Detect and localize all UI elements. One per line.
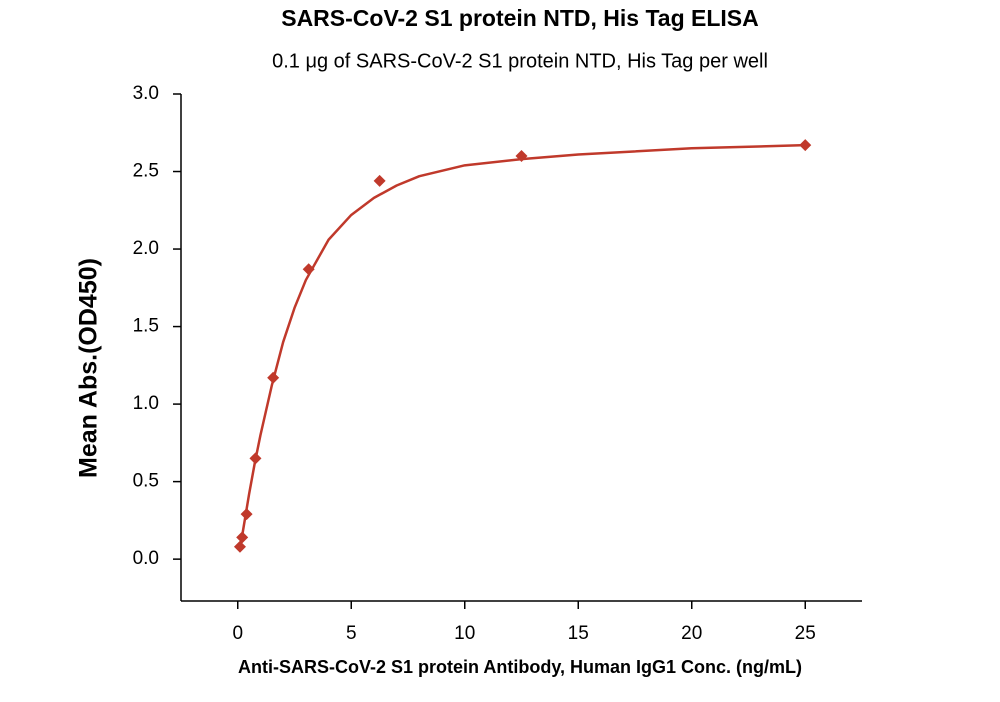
data-point — [799, 139, 812, 152]
data-point — [373, 174, 386, 187]
data-point — [240, 508, 253, 521]
y-tick-label: 2.5 — [133, 161, 159, 182]
x-tick-label: 0 — [232, 623, 243, 644]
x-tick-label: 10 — [454, 623, 475, 644]
x-tick-label: 5 — [346, 623, 357, 644]
data-point — [302, 263, 315, 276]
y-axis-label: Mean Abs.(OD450) — [75, 258, 103, 478]
x-axis-label: Anti-SARS-CoV-2 S1 protein Antibody, Hum… — [238, 657, 802, 677]
data-point — [233, 540, 246, 553]
x-tick-label: 20 — [681, 623, 702, 644]
y-tick-label: 0.0 — [133, 548, 159, 569]
x-tick-label: 15 — [568, 623, 589, 644]
y-tick-label: 1.5 — [133, 316, 159, 337]
chart-subtitle: 0.1 μg of SARS-CoV-2 S1 protein NTD, His… — [272, 50, 768, 72]
y-tick-label: 0.5 — [133, 471, 159, 492]
chart-title: SARS-CoV-2 S1 protein NTD, His Tag ELISA — [281, 5, 759, 31]
data-point — [236, 531, 249, 544]
y-tick-label: 2.0 — [133, 238, 159, 259]
data-point — [267, 371, 280, 384]
x-tick-label: 25 — [795, 623, 816, 644]
fit-curve — [238, 143, 806, 549]
data-point — [249, 452, 262, 465]
y-tick-label: 3.0 — [133, 83, 159, 104]
y-tick-label: 1.0 — [133, 393, 159, 414]
data-point — [515, 150, 528, 163]
